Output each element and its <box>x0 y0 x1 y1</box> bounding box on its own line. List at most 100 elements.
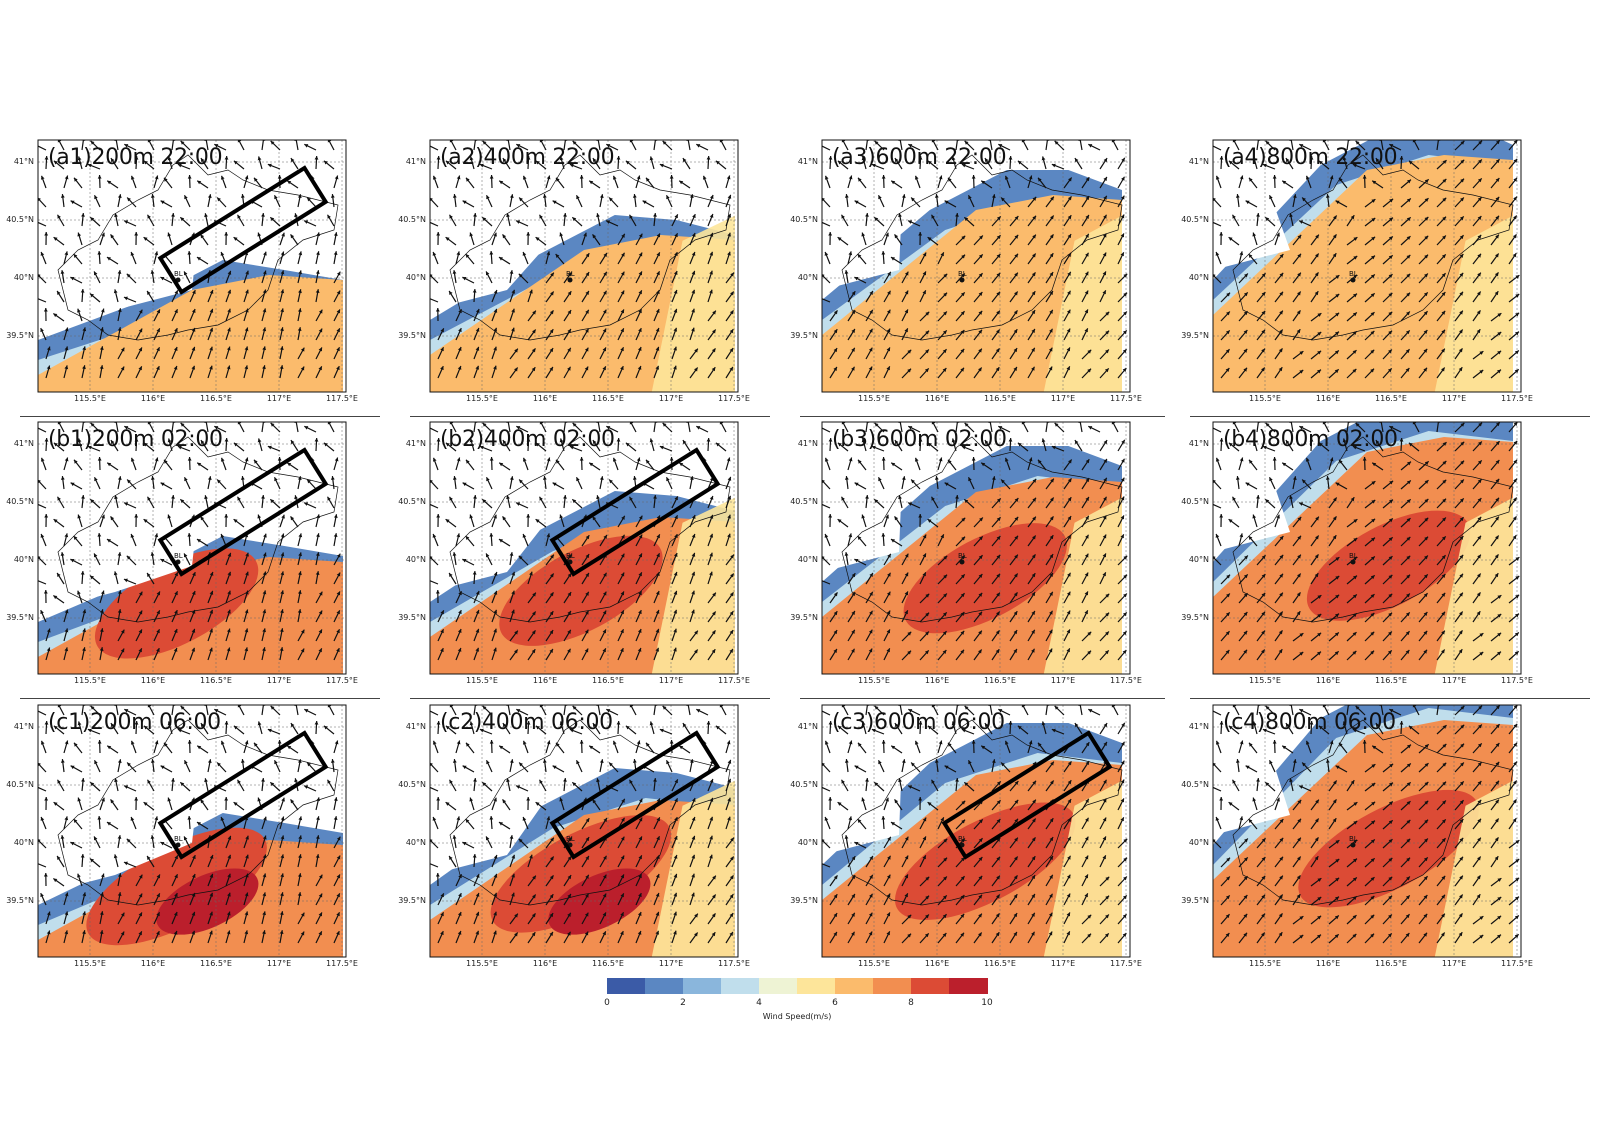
wind-vector <box>865 572 874 585</box>
wind-vector <box>527 310 537 322</box>
wind-vector <box>1309 437 1314 452</box>
wind-vector <box>130 740 137 754</box>
wind-vector <box>552 200 565 208</box>
wind-vector <box>485 271 493 284</box>
wind-vector <box>1400 536 1411 547</box>
wind-vector <box>90 422 101 433</box>
wind-vector <box>1045 234 1054 246</box>
wind-vector <box>1418 743 1430 754</box>
wind-vector <box>829 648 838 661</box>
wind-vector <box>1342 156 1348 170</box>
wind-vector <box>1289 213 1294 227</box>
wind-vector <box>261 816 267 830</box>
wind-vector <box>106 821 119 830</box>
wind-vector <box>1256 573 1266 585</box>
wind-vector <box>1371 745 1384 754</box>
wind-vector <box>63 327 69 341</box>
wind-vector <box>297 873 302 887</box>
wind-vector <box>991 648 1000 661</box>
wind-vector <box>1274 630 1283 642</box>
wind-vector <box>725 554 735 566</box>
wind-vector <box>653 534 661 547</box>
wind-vector <box>455 609 462 623</box>
wind-vector <box>1382 763 1394 773</box>
wind-vector <box>1219 231 1224 246</box>
wind-vector <box>964 140 975 151</box>
wind-vector <box>315 328 323 341</box>
wind-vector <box>99 514 105 528</box>
wind-vector <box>207 911 213 925</box>
wind-vector <box>167 514 173 528</box>
wind-vector <box>927 801 939 811</box>
wind-vector <box>489 739 494 754</box>
wind-vector <box>279 911 284 925</box>
lon-tick-label: 117°E <box>1441 394 1467 403</box>
wind-vector <box>225 835 232 849</box>
wind-vector <box>1399 155 1404 170</box>
wind-vector <box>473 647 480 661</box>
wind-vector <box>126 838 137 849</box>
wind-vector <box>225 930 231 944</box>
wind-vector <box>509 649 519 661</box>
wind-vector <box>955 856 966 868</box>
wind-vector <box>847 931 856 944</box>
wind-vector <box>725 912 734 925</box>
wind-vector <box>599 817 608 830</box>
wind-vector <box>267 728 281 735</box>
wind-vector <box>1508 705 1518 716</box>
wind-vector <box>87 445 101 452</box>
wind-vector <box>1508 196 1518 208</box>
lon-tick-label: 117°E <box>658 959 684 968</box>
wind-vector <box>117 590 122 604</box>
wind-vector <box>522 251 529 265</box>
wind-vector <box>937 838 948 849</box>
wind-vector <box>126 197 137 208</box>
wind-vector <box>824 457 831 471</box>
wind-vector <box>261 930 266 944</box>
wind-vector <box>509 327 515 341</box>
wind-vector <box>671 365 677 379</box>
wind-vector <box>907 785 921 792</box>
wind-vector <box>927 725 939 735</box>
wind-vector <box>973 329 983 341</box>
wind-vector <box>1382 273 1393 284</box>
wind-vector <box>707 648 716 661</box>
wind-vector <box>279 892 284 906</box>
wind-vector <box>485 553 493 566</box>
wind-vector <box>707 289 713 303</box>
wind-vector <box>1364 311 1375 322</box>
wind-vector <box>1328 575 1340 585</box>
wind-vector <box>1274 348 1283 360</box>
wind-vector <box>1081 817 1090 830</box>
wind-vector <box>1436 441 1447 452</box>
lon-tick-label: 117°E <box>658 394 684 403</box>
wind-vector <box>1408 725 1420 735</box>
wind-vector <box>63 892 69 906</box>
wind-vector <box>883 591 891 604</box>
wind-vector <box>1099 290 1107 303</box>
wind-vector <box>482 705 493 716</box>
wind-vector <box>432 251 439 265</box>
wind-vector <box>479 728 493 735</box>
wind-vector <box>216 197 227 208</box>
wind-vector <box>1328 933 1340 944</box>
wind-vector <box>233 160 245 170</box>
wind-vector <box>1292 875 1301 887</box>
wind-vector <box>43 589 48 604</box>
wind-vector <box>1328 350 1340 360</box>
wind-vector <box>99 873 105 887</box>
wind-vector <box>473 327 480 341</box>
wind-vector <box>267 445 281 452</box>
wind-vector <box>653 346 660 360</box>
station-label: BL <box>1349 835 1358 843</box>
wind-vector <box>538 214 547 227</box>
wind-vector <box>865 610 874 623</box>
wind-vector <box>462 765 475 773</box>
wind-vector <box>937 649 947 661</box>
wind-vector <box>829 893 838 906</box>
wind-vector <box>469 797 475 811</box>
wind-vector <box>491 797 497 811</box>
wind-vector <box>991 516 1001 528</box>
wind-vector <box>581 591 590 604</box>
wind-vector <box>998 425 1011 433</box>
